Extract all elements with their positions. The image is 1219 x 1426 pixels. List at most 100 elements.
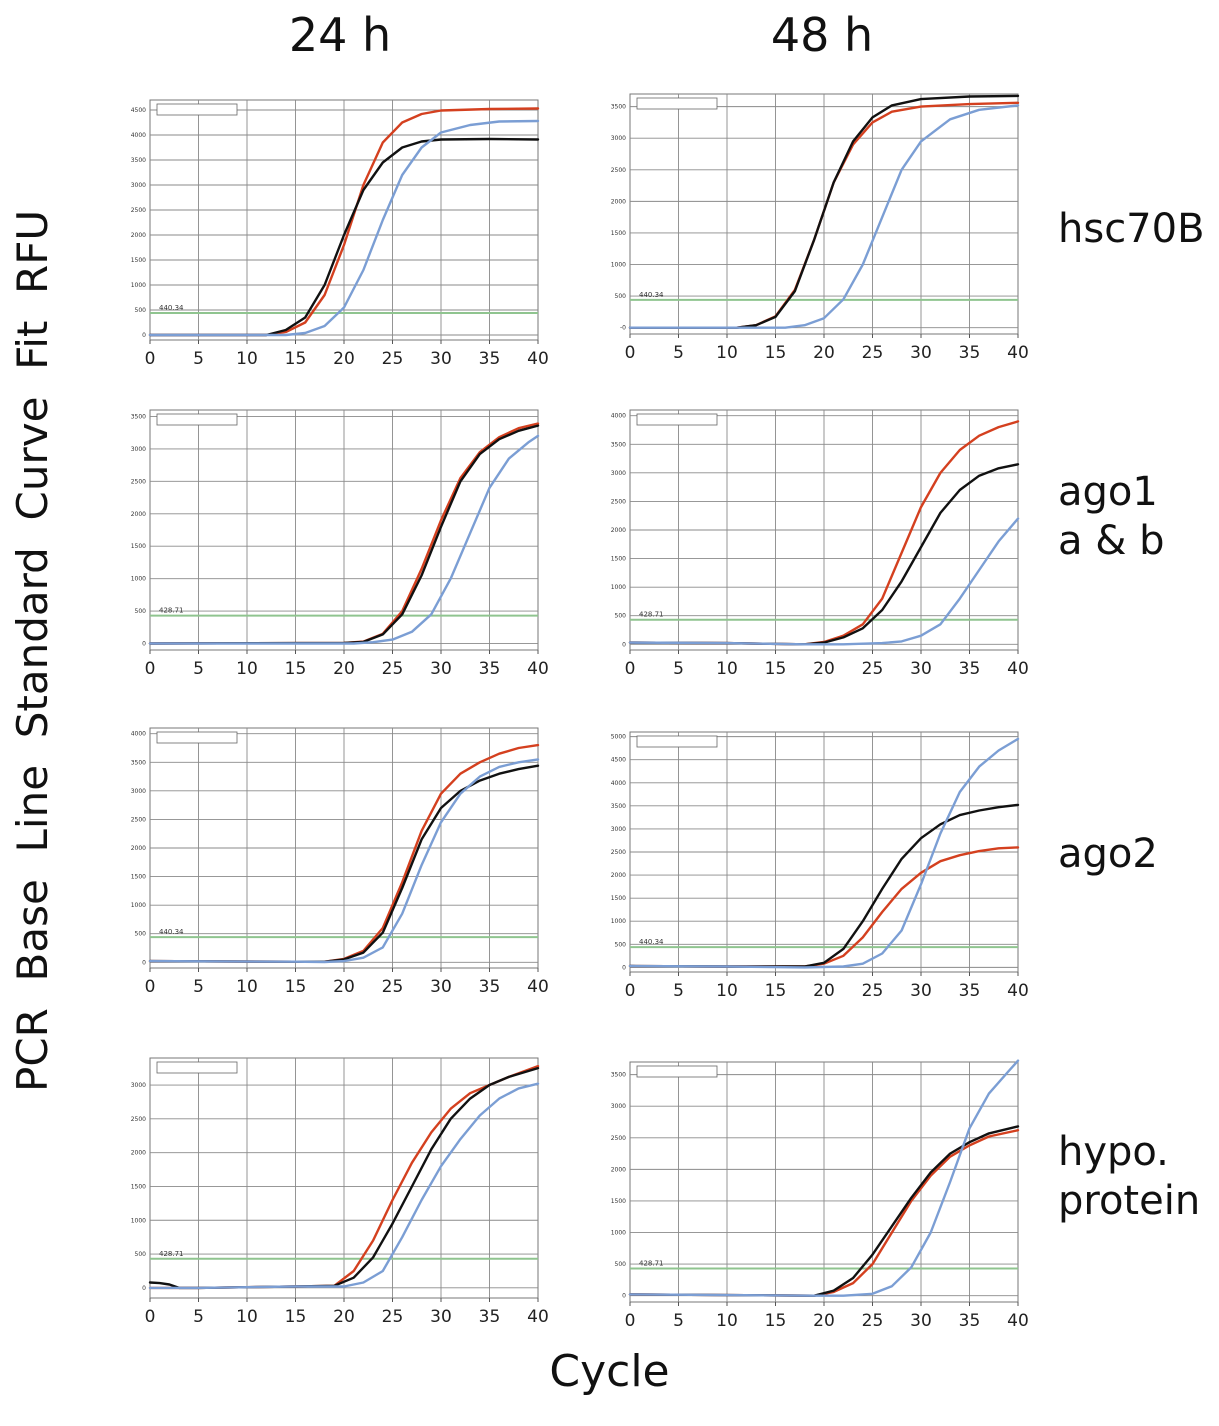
y-tick-label: 1000 xyxy=(611,918,626,925)
legend-box xyxy=(156,1061,238,1074)
column-title-24h: 24 h xyxy=(288,8,392,62)
y-tick-label: 3500 xyxy=(131,759,146,766)
x-tick-label: 25 xyxy=(382,349,404,369)
x-tick-label: 20 xyxy=(813,981,835,1001)
x-tick-label: 25 xyxy=(862,659,884,679)
x-tick-label: 35 xyxy=(479,1307,501,1327)
y-tick-label: 0 xyxy=(142,1285,146,1292)
y-tick-label: 1500 xyxy=(131,1183,146,1190)
x-tick-label: 25 xyxy=(382,1307,404,1327)
row-label-ago1: ago1 a & b xyxy=(1058,469,1165,564)
x-tick-label: 20 xyxy=(333,349,355,369)
y-tick-label: 4000 xyxy=(611,413,626,420)
x-tick-label: 10 xyxy=(236,1307,258,1327)
x-tick-label: 30 xyxy=(910,343,932,363)
legend-box xyxy=(636,97,718,110)
y-tick-label: 1000 xyxy=(611,262,626,269)
legend-box xyxy=(636,413,718,426)
x-tick-label: 5 xyxy=(193,349,204,369)
series-line-black xyxy=(628,803,1020,968)
x-tick-label: 0 xyxy=(145,349,156,369)
x-tick-label: 20 xyxy=(813,343,835,363)
y-tick-label: 2000 xyxy=(611,1166,626,1173)
x-tick-label: 40 xyxy=(527,349,549,369)
x-tick-label: 40 xyxy=(1007,659,1029,679)
y-tick-label: 500 xyxy=(135,931,147,938)
y-tick-label: 2000 xyxy=(131,1150,146,1157)
y-tick-label: 4500 xyxy=(131,107,146,114)
y-tick-label: 1500 xyxy=(131,874,146,881)
y-tick-label: 3000 xyxy=(611,1103,626,1110)
x-tick-label: 35 xyxy=(959,659,981,679)
x-tick-label: 30 xyxy=(910,659,932,679)
x-tick-label: 10 xyxy=(236,349,258,369)
y-tick-label: 4000 xyxy=(131,132,146,139)
y-tick-label: 1500 xyxy=(611,1198,626,1205)
series-line-blue xyxy=(628,1059,1020,1297)
y-tick-label: 2000 xyxy=(131,232,146,239)
panel-ago1-24h: 0 500 1000 1500 2000 2500 3000 3500 0 5 10 15 20 25 30… xyxy=(131,409,549,679)
x-tick-label: 15 xyxy=(285,977,307,997)
series-line-black xyxy=(148,137,540,337)
y-tick-label: 2500 xyxy=(131,478,146,485)
x-tick-label: 40 xyxy=(1007,981,1029,1001)
x-tick-label: 25 xyxy=(862,1311,884,1331)
y-tick-label: 0 xyxy=(622,964,626,971)
y-tick-label: 2000 xyxy=(611,527,626,534)
x-tick-label: 15 xyxy=(765,343,787,363)
x-tick-label: 20 xyxy=(333,1307,355,1327)
x-tick-label: 15 xyxy=(285,1307,307,1327)
threshold-label: 428.71 xyxy=(639,611,664,619)
y-tick-label: 2000 xyxy=(131,845,146,852)
x-tick-label: 0 xyxy=(145,977,156,997)
x-tick-label: 20 xyxy=(333,977,355,997)
x-tick-label: 5 xyxy=(193,1307,204,1327)
threshold-label: 428.71 xyxy=(159,1250,184,1258)
x-tick-label: 35 xyxy=(959,343,981,363)
y-tick-label: 500 xyxy=(615,293,627,300)
x-tick-label: 15 xyxy=(285,659,307,679)
legend-box xyxy=(156,103,238,116)
y-tick-label: 3000 xyxy=(611,470,626,477)
y-tick-label: 2500 xyxy=(611,498,626,505)
y-tick-label: 0 xyxy=(142,332,146,339)
panel-hypo-protein-24h: 0 500 1000 1500 2000 2500 3000 0 5 10 15 20 25 30 35 40… xyxy=(131,1057,549,1327)
x-tick-label: 10 xyxy=(716,659,738,679)
threshold-label: 428.71 xyxy=(639,1260,664,1268)
y-tick-label: 2500 xyxy=(611,167,626,174)
y-tick-label: 1500 xyxy=(611,230,626,237)
y-tick-label: 1500 xyxy=(131,257,146,264)
panel-hsc70b-24h: 0 500 1000 1500 2000 2500 3000 3500 4000 4500 0 5 10… xyxy=(131,99,549,369)
y-tick-label: 3500 xyxy=(611,104,626,111)
threshold-label: 440.34 xyxy=(639,938,664,946)
y-tick-label: 3000 xyxy=(611,826,626,833)
row-label-ago2: ago2 xyxy=(1058,831,1158,877)
x-tick-label: 15 xyxy=(765,1311,787,1331)
x-tick-label: 30 xyxy=(430,1307,452,1327)
x-tick-label: 5 xyxy=(673,343,684,363)
x-tick-label: 35 xyxy=(479,659,501,679)
y-tick-label: 4000 xyxy=(131,731,146,738)
y-tick-label: 4000 xyxy=(611,780,626,787)
x-tick-label: 20 xyxy=(333,659,355,679)
legend-box xyxy=(156,731,238,744)
y-tick-label: 0 xyxy=(142,959,146,966)
legend-box xyxy=(156,413,238,426)
y-tick-label: 3500 xyxy=(611,441,626,448)
y-tick-label: 3000 xyxy=(131,446,146,453)
row-label-hsc70b: hsc70B xyxy=(1058,206,1205,252)
y-tick-label: 500 xyxy=(615,1261,627,1268)
x-tick-label: 0 xyxy=(145,659,156,679)
y-tick-label: 2500 xyxy=(131,207,146,214)
y-tick-label: 3500 xyxy=(611,803,626,810)
x-tick-label: 5 xyxy=(673,1311,684,1331)
y-tick-label: 3500 xyxy=(131,157,146,164)
legend-box xyxy=(636,1065,718,1078)
y-tick-label: 3500 xyxy=(611,1072,626,1079)
x-tick-label: 40 xyxy=(1007,1311,1029,1331)
x-tick-label: 40 xyxy=(527,1307,549,1327)
x-tick-label: 30 xyxy=(430,659,452,679)
legend-box xyxy=(636,735,718,748)
x-tick-label: 30 xyxy=(430,977,452,997)
y-tick-label: 2000 xyxy=(611,872,626,879)
